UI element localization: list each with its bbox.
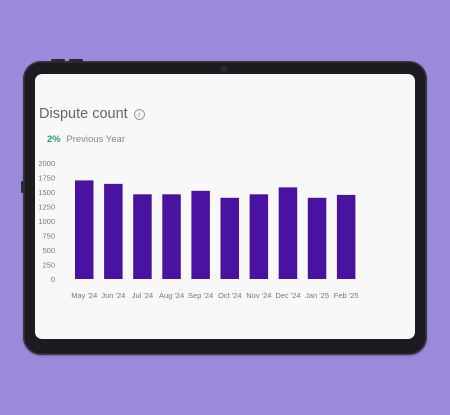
y-tick-label: 0 (51, 275, 55, 284)
bar[interactable] (162, 194, 181, 279)
y-tick-label: 2000 (38, 159, 55, 168)
bar[interactable] (104, 183, 123, 279)
year-comparison: 2% Previous Year (47, 134, 125, 145)
x-tick-label: Aug '24 (159, 291, 184, 300)
y-tick-label: 250 (42, 261, 55, 270)
bar[interactable] (249, 194, 269, 279)
x-tick-label: Nov '24 (246, 291, 271, 300)
bar[interactable] (191, 190, 210, 279)
tablet-top-button (69, 59, 83, 62)
bar[interactable] (278, 187, 298, 279)
change-label: Previous Year (66, 134, 125, 145)
tablet-screen: Dispute count i 2% Previous Year 0 250 500… (35, 74, 415, 339)
chart-title: Dispute count (39, 106, 128, 122)
x-tick-label: Jul '24 (132, 291, 153, 300)
bar[interactable] (75, 180, 94, 279)
x-tick-label: Jan '25 (305, 291, 329, 300)
card-header: Dispute count i (39, 106, 145, 122)
y-tick-label: 750 (42, 232, 55, 241)
info-icon[interactable]: i (133, 108, 145, 120)
x-tick-label: Jun '24 (101, 291, 125, 300)
y-tick-label: 1500 (38, 188, 55, 197)
x-tick-label: Dec '24 (275, 291, 300, 300)
x-tick-label: Sep '24 (188, 291, 213, 300)
y-tick-label: 1750 (38, 174, 55, 183)
bar[interactable] (336, 194, 356, 279)
bar[interactable] (307, 197, 327, 279)
bar[interactable] (220, 197, 240, 279)
x-tick-label: Feb '25 (334, 291, 359, 300)
camera-icon (221, 66, 227, 72)
y-tick-label: 1250 (38, 203, 55, 212)
tablet-device: Dispute count i 2% Previous Year 0 250 500… (21, 59, 427, 355)
tablet-top-button (51, 59, 65, 62)
y-tick-label: 500 (42, 246, 55, 255)
dispute-bar-chart: 0 250 500 750 1000 1250 1500 1750 2000 May '24 Jun… (38, 159, 359, 300)
x-tick-label: Oct '24 (218, 291, 242, 300)
x-tick-label: May '24 (71, 291, 97, 300)
bar[interactable] (133, 194, 152, 279)
y-tick-label: 1000 (38, 217, 55, 226)
change-percent: 2% (47, 134, 61, 145)
tablet-side-button (21, 181, 24, 193)
